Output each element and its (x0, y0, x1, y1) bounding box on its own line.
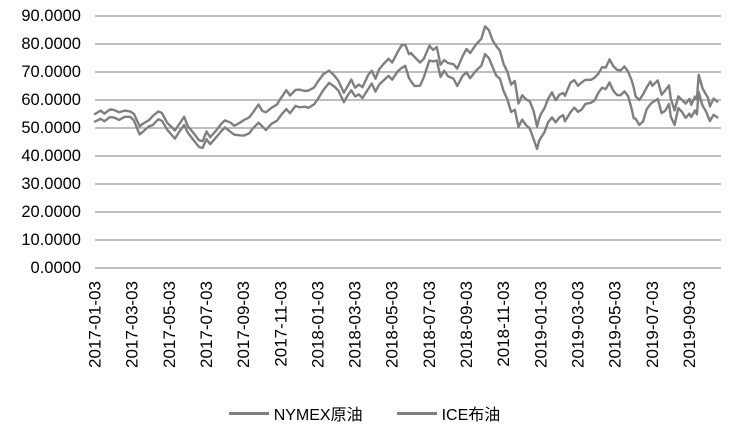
x-tick-label: 2019-07-03 (643, 281, 662, 368)
y-tick-label: 80.0000 (21, 35, 81, 53)
legend-line-swatch-nymex (228, 411, 269, 415)
y-tick-label: 70.0000 (21, 63, 81, 81)
x-tick-label: 2019-03-03 (568, 281, 587, 368)
y-axis-tick-labels: 90.0000 80.0000 70.0000 60.0000 50.0000 40.00… (21, 7, 81, 277)
y-tick-label: 50.0000 (21, 119, 81, 137)
x-axis-tick-labels: 2017-01-03 2017-03-03 2017-05-03 2017-07-03… (86, 281, 699, 368)
price-line-chart: 90.0000 80.0000 70.0000 60.0000 50.0000 40.00… (21, 7, 721, 368)
x-tick-label: 2017-09-03 (234, 281, 253, 368)
y-tick-label: 30.0000 (21, 175, 81, 193)
x-tick-label: 2017-05-03 (160, 281, 179, 368)
legend-item-ice: ICE布油 (396, 401, 501, 425)
x-tick-label: 2018-09-03 (457, 281, 476, 368)
legend-line-swatch-ice (396, 411, 437, 415)
x-tick-label: 2017-11-03 (271, 281, 290, 367)
legend-label-ice: ICE布油 (441, 407, 501, 424)
x-tick-label: 2017-01-03 (86, 281, 105, 368)
series-line-nymex (93, 52, 719, 151)
legend-label-nymex: NYMEX原油 (273, 407, 363, 424)
y-tick-label: 90.0000 (21, 7, 81, 25)
x-tick-label: 2018-03-03 (346, 281, 365, 368)
y-tick-label: 20.0000 (21, 203, 81, 221)
x-tick-label: 2018-07-03 (420, 281, 439, 368)
x-tick-label: 2017-07-03 (197, 281, 216, 368)
legend-item-nymex: NYMEX原油 (228, 401, 363, 425)
x-tick-label: 2019-01-03 (531, 281, 550, 368)
x-tick-label: 2018-11-03 (494, 281, 513, 367)
gridlines (95, 15, 721, 269)
x-tick-label: 2017-03-03 (123, 281, 142, 368)
y-tick-label: 40.0000 (21, 147, 81, 165)
y-tick-label: 10.0000 (21, 231, 81, 249)
x-tick-label: 2019-09-03 (680, 281, 699, 368)
x-tick-label: 2018-01-03 (308, 281, 327, 368)
y-tick-label: 0.0000 (31, 259, 81, 277)
x-tick-label: 2019-05-03 (606, 281, 625, 368)
series-line-ice (93, 25, 719, 143)
y-tick-label: 60.0000 (21, 91, 81, 109)
chart-legend: NYMEX原油 ICE布油 (0, 400, 729, 426)
x-tick-label: 2018-05-03 (383, 281, 402, 368)
